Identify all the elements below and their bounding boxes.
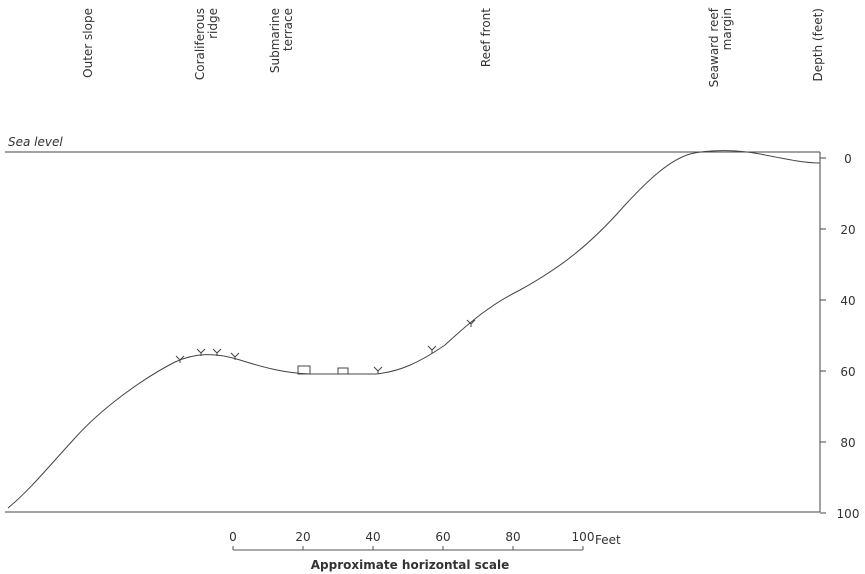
depth-axis-title: Depth (feet): [811, 8, 825, 81]
scale-tick-label: 80: [505, 530, 520, 544]
zone-label: Reef front: [479, 8, 493, 67]
scale-tick-label: 0: [229, 530, 237, 544]
zone-label: Submarineterrace: [268, 8, 295, 73]
sea-level-label: Sea level: [8, 135, 63, 149]
zone-label: Outer slope: [81, 8, 95, 78]
depth-tick-label: 60: [840, 365, 855, 379]
depth-tick-label: 0: [844, 152, 852, 166]
depth-tick-label: 80: [840, 436, 855, 450]
scale-tick-label: 40: [365, 530, 380, 544]
scale-unit: Feet: [595, 533, 621, 547]
reef-profile: [7, 150, 821, 509]
scale-caption: Approximate horizontal scale: [311, 558, 509, 572]
scale-tick-label: 60: [435, 530, 450, 544]
zone-label: Coraliferousridge: [193, 8, 220, 80]
scale-tick-label: 20: [295, 530, 310, 544]
scale-tick-label: 100: [572, 530, 595, 544]
depth-tick-label: 20: [840, 223, 855, 237]
depth-tick-label: 40: [840, 294, 855, 308]
depth-tick-label: 100: [837, 507, 860, 521]
zone-label: Seaward reefmargin: [707, 7, 734, 87]
coral-markers: [175, 319, 476, 375]
